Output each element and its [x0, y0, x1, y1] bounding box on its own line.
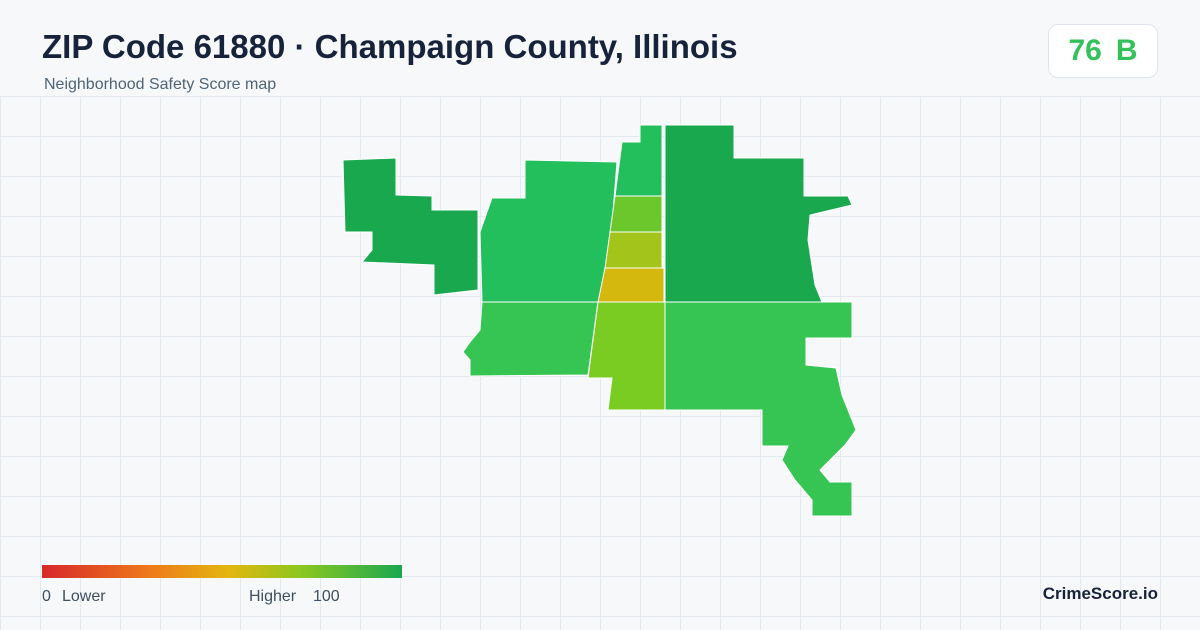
region: [479, 159, 618, 303]
region: [614, 124, 663, 197]
legend-max: 100: [313, 588, 340, 605]
region: [609, 195, 663, 233]
legend-min: 0: [42, 588, 51, 605]
score: 76: [1068, 34, 1102, 67]
region: [342, 157, 479, 296]
brand: CrimeScore.io: [1042, 584, 1158, 603]
region: [587, 301, 666, 411]
region: [664, 301, 857, 517]
legend-gradient: [42, 565, 402, 578]
region: [664, 124, 853, 303]
region: [597, 267, 665, 303]
subtitle: Neighborhood Safety Score map: [44, 76, 277, 93]
score-badge: 76 B: [1048, 24, 1158, 78]
region: [462, 301, 599, 377]
title: ZIP Code 61880 · Champaign County, Illin…: [42, 28, 738, 65]
legend-min-label: Lower: [62, 588, 106, 605]
region: [604, 231, 663, 269]
grade: B: [1115, 34, 1138, 67]
legend-max-label: Higher: [249, 588, 297, 605]
